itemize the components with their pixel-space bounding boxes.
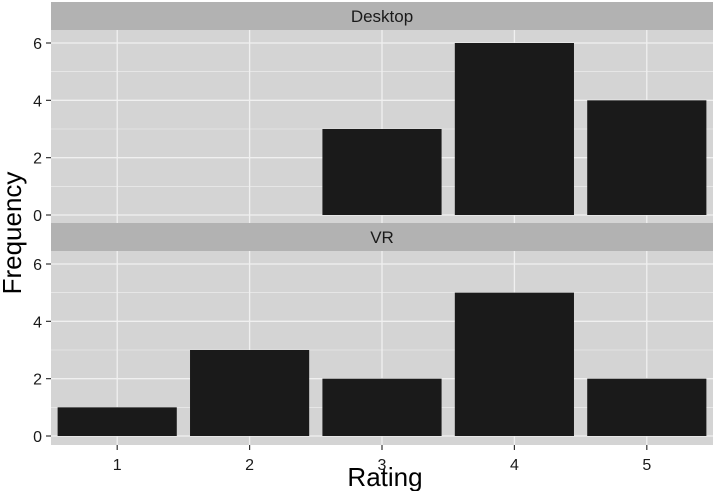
y-tick-label: 4 [33,93,42,110]
facet-panel-vr: VR 0 2 4 6 [33,223,713,446]
x-tick-label: 2 [245,457,254,474]
y-axis-title: Frequency [0,172,27,295]
x-tick-label: 1 [113,457,122,474]
x-tick-label: 5 [642,457,651,474]
y-tick-label: 6 [33,36,42,53]
bar-vr-rating-3 [322,378,442,436]
facet-strip-label: VR [370,228,394,247]
y-tick-label: 2 [33,372,42,389]
bar-vr-rating-2 [190,350,310,436]
y-tick-label: 0 [33,429,42,446]
x-tick-label: 4 [510,457,519,474]
y-tick-label: 0 [33,208,42,225]
y-tick-label: 4 [33,314,42,331]
bar-vr-rating-5 [587,378,707,436]
facet-strip [51,2,713,30]
y-tick-label: 2 [33,151,42,168]
x-axis-title: Rating [347,462,422,491]
bar-vr-rating-1 [57,407,177,436]
bar-desktop-rating-3 [322,129,442,215]
bar-vr-rating-4 [454,292,574,436]
x-tick-label: 3 [378,457,387,474]
facet-strip [51,223,713,251]
bar-desktop-rating-4 [454,43,574,215]
bar-desktop-rating-5 [587,100,707,215]
facet-panel-desktop: Desktop 0 2 4 6 [33,2,713,225]
facet-strip-label: Desktop [351,7,413,26]
y-tick-label: 6 [33,257,42,274]
